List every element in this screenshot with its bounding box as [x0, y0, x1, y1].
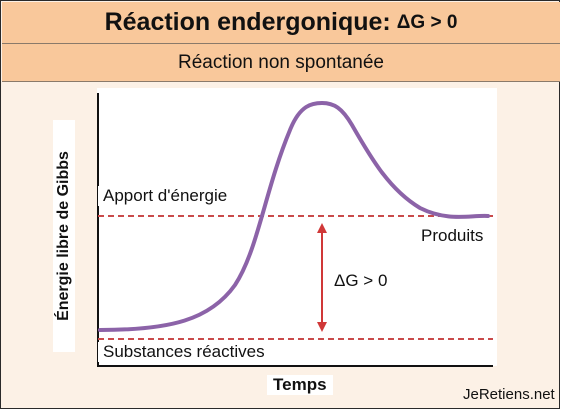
delta-g-label: ΔG > 0	[334, 271, 388, 290]
page-title: Réaction endergonique	[104, 8, 383, 36]
credit-text: JeRetiens.net	[463, 386, 555, 403]
y-axis-label: Énergie libre de Gibbs	[55, 151, 72, 321]
title-condition: ΔG > 0	[396, 11, 458, 33]
y-axis-label-box	[53, 120, 75, 352]
energy-input-label: Apport d'énergie	[98, 186, 233, 206]
energy-curve	[98, 100, 490, 332]
x-axis-label: Temps	[267, 375, 333, 395]
reactants-label: Substances réactives	[98, 342, 270, 362]
plot-panel	[97, 88, 497, 366]
title-bar: Réaction endergonique : ΔG > 0	[2, 2, 560, 44]
page-subtitle: Réaction non spontanée	[178, 51, 384, 73]
title-separator: :	[382, 8, 391, 36]
products-label: Produits	[421, 226, 484, 245]
subtitle-bar: Réaction non spontanée	[2, 44, 560, 82]
